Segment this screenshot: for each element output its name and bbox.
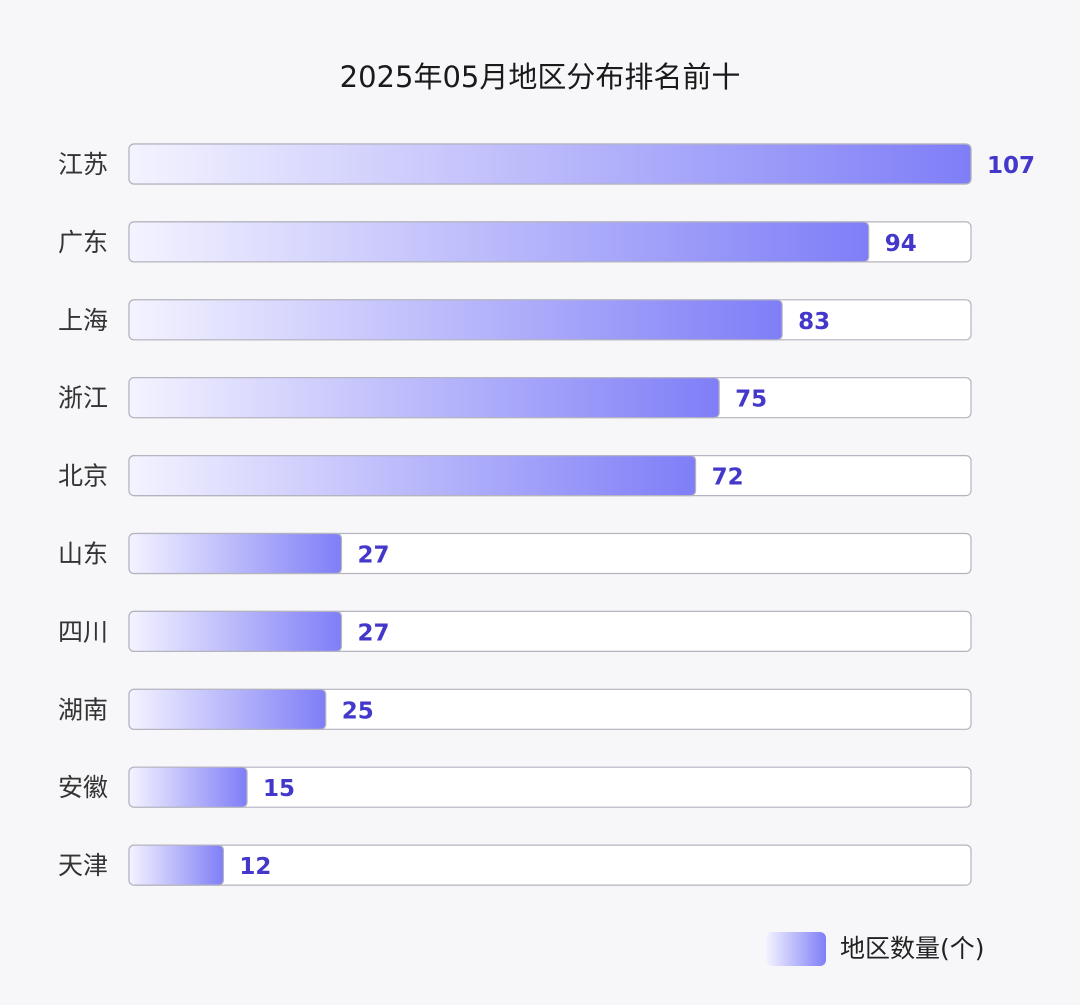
category-label: 山东: [58, 540, 108, 569]
category-label: 浙江: [58, 384, 108, 413]
category-label: 北京: [58, 462, 108, 491]
bar: [128, 377, 720, 419]
bar: [128, 299, 783, 341]
data-label: 25: [342, 698, 374, 724]
data-label: 83: [798, 309, 830, 335]
bar: [128, 844, 225, 886]
data-label: 94: [885, 231, 917, 257]
data-label: 15: [263, 776, 295, 802]
data-label: 75: [735, 387, 767, 413]
bar: [128, 610, 343, 653]
category-label: 湖南: [58, 695, 108, 724]
bar-track: [128, 766, 972, 808]
data-label: 27: [357, 543, 389, 569]
legend: 地区数量(个): [766, 932, 985, 966]
data-label: 107: [987, 153, 1035, 179]
category-label: 广东: [58, 228, 108, 257]
data-label: 72: [712, 465, 744, 491]
legend-swatch: [766, 932, 826, 966]
bars-group: 江苏 107 广东 94 上海 83 浙江 75 北京 72 山东 27 四川 27 湖南 25 安徽 15 天津 1…: [58, 143, 1035, 886]
bar: [128, 532, 343, 575]
category-label: 四川: [58, 617, 108, 646]
category-label: 上海: [58, 306, 108, 335]
category-label: 天津: [58, 851, 108, 880]
bar: [128, 221, 870, 263]
bar: [128, 766, 248, 808]
data-label: 27: [357, 620, 389, 646]
bar: [128, 455, 697, 497]
legend-label: 地区数量(个): [840, 934, 985, 963]
bar: [128, 688, 327, 730]
bar: [128, 143, 972, 185]
category-label: 江苏: [58, 150, 108, 179]
chart-title: 2025年05月地区分布排名前十: [340, 60, 741, 94]
data-label: 12: [239, 854, 271, 880]
category-label: 安徽: [58, 773, 108, 802]
